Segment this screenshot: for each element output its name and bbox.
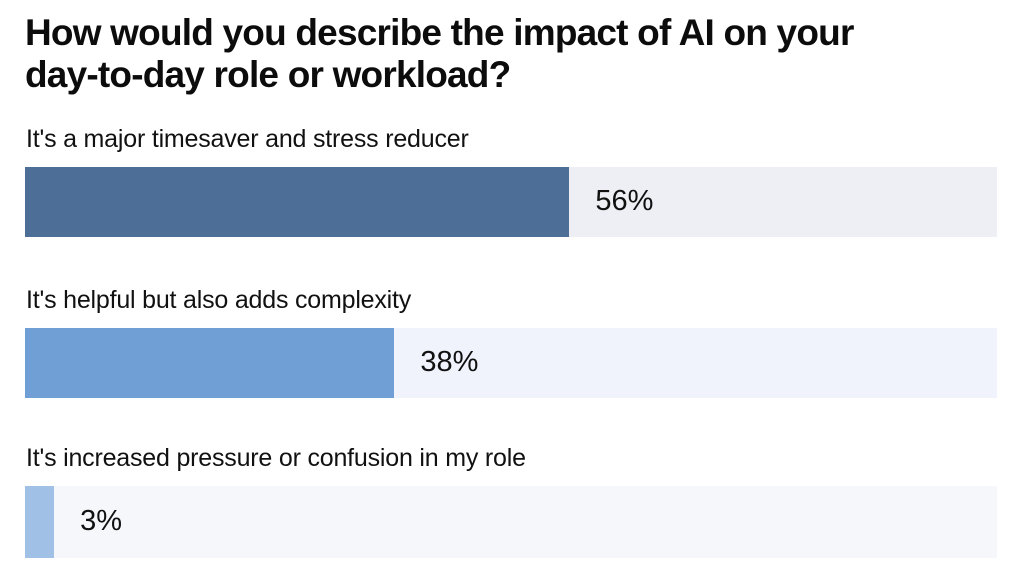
bar-fill — [25, 166, 570, 237]
bar-value: 38% — [420, 346, 479, 379]
bar-row: It's increased pressure or confusion in … — [25, 444, 997, 558]
bar-label: It's helpful but also adds complexity — [26, 285, 412, 314]
page-title: How would you describe the impact of AI … — [25, 12, 854, 95]
bar-track: 38% — [25, 327, 997, 398]
bar-row: It's helpful but also adds complexity 38… — [25, 286, 997, 398]
bar-label: It's a major timesaver and stress reduce… — [26, 124, 469, 153]
bar-value: 3% — [80, 505, 123, 538]
bar-track: 56% — [25, 166, 997, 237]
bar-fill — [25, 485, 55, 558]
bar-value: 56% — [595, 185, 654, 218]
bar-fill — [25, 327, 395, 398]
bar-row: It's a major timesaver and stress reduce… — [25, 125, 997, 237]
bar-chart: It's a major timesaver and stress reduce… — [25, 125, 997, 558]
bar-label: It's increased pressure or confusion in … — [26, 443, 526, 472]
bar-track: 3% — [25, 485, 997, 558]
